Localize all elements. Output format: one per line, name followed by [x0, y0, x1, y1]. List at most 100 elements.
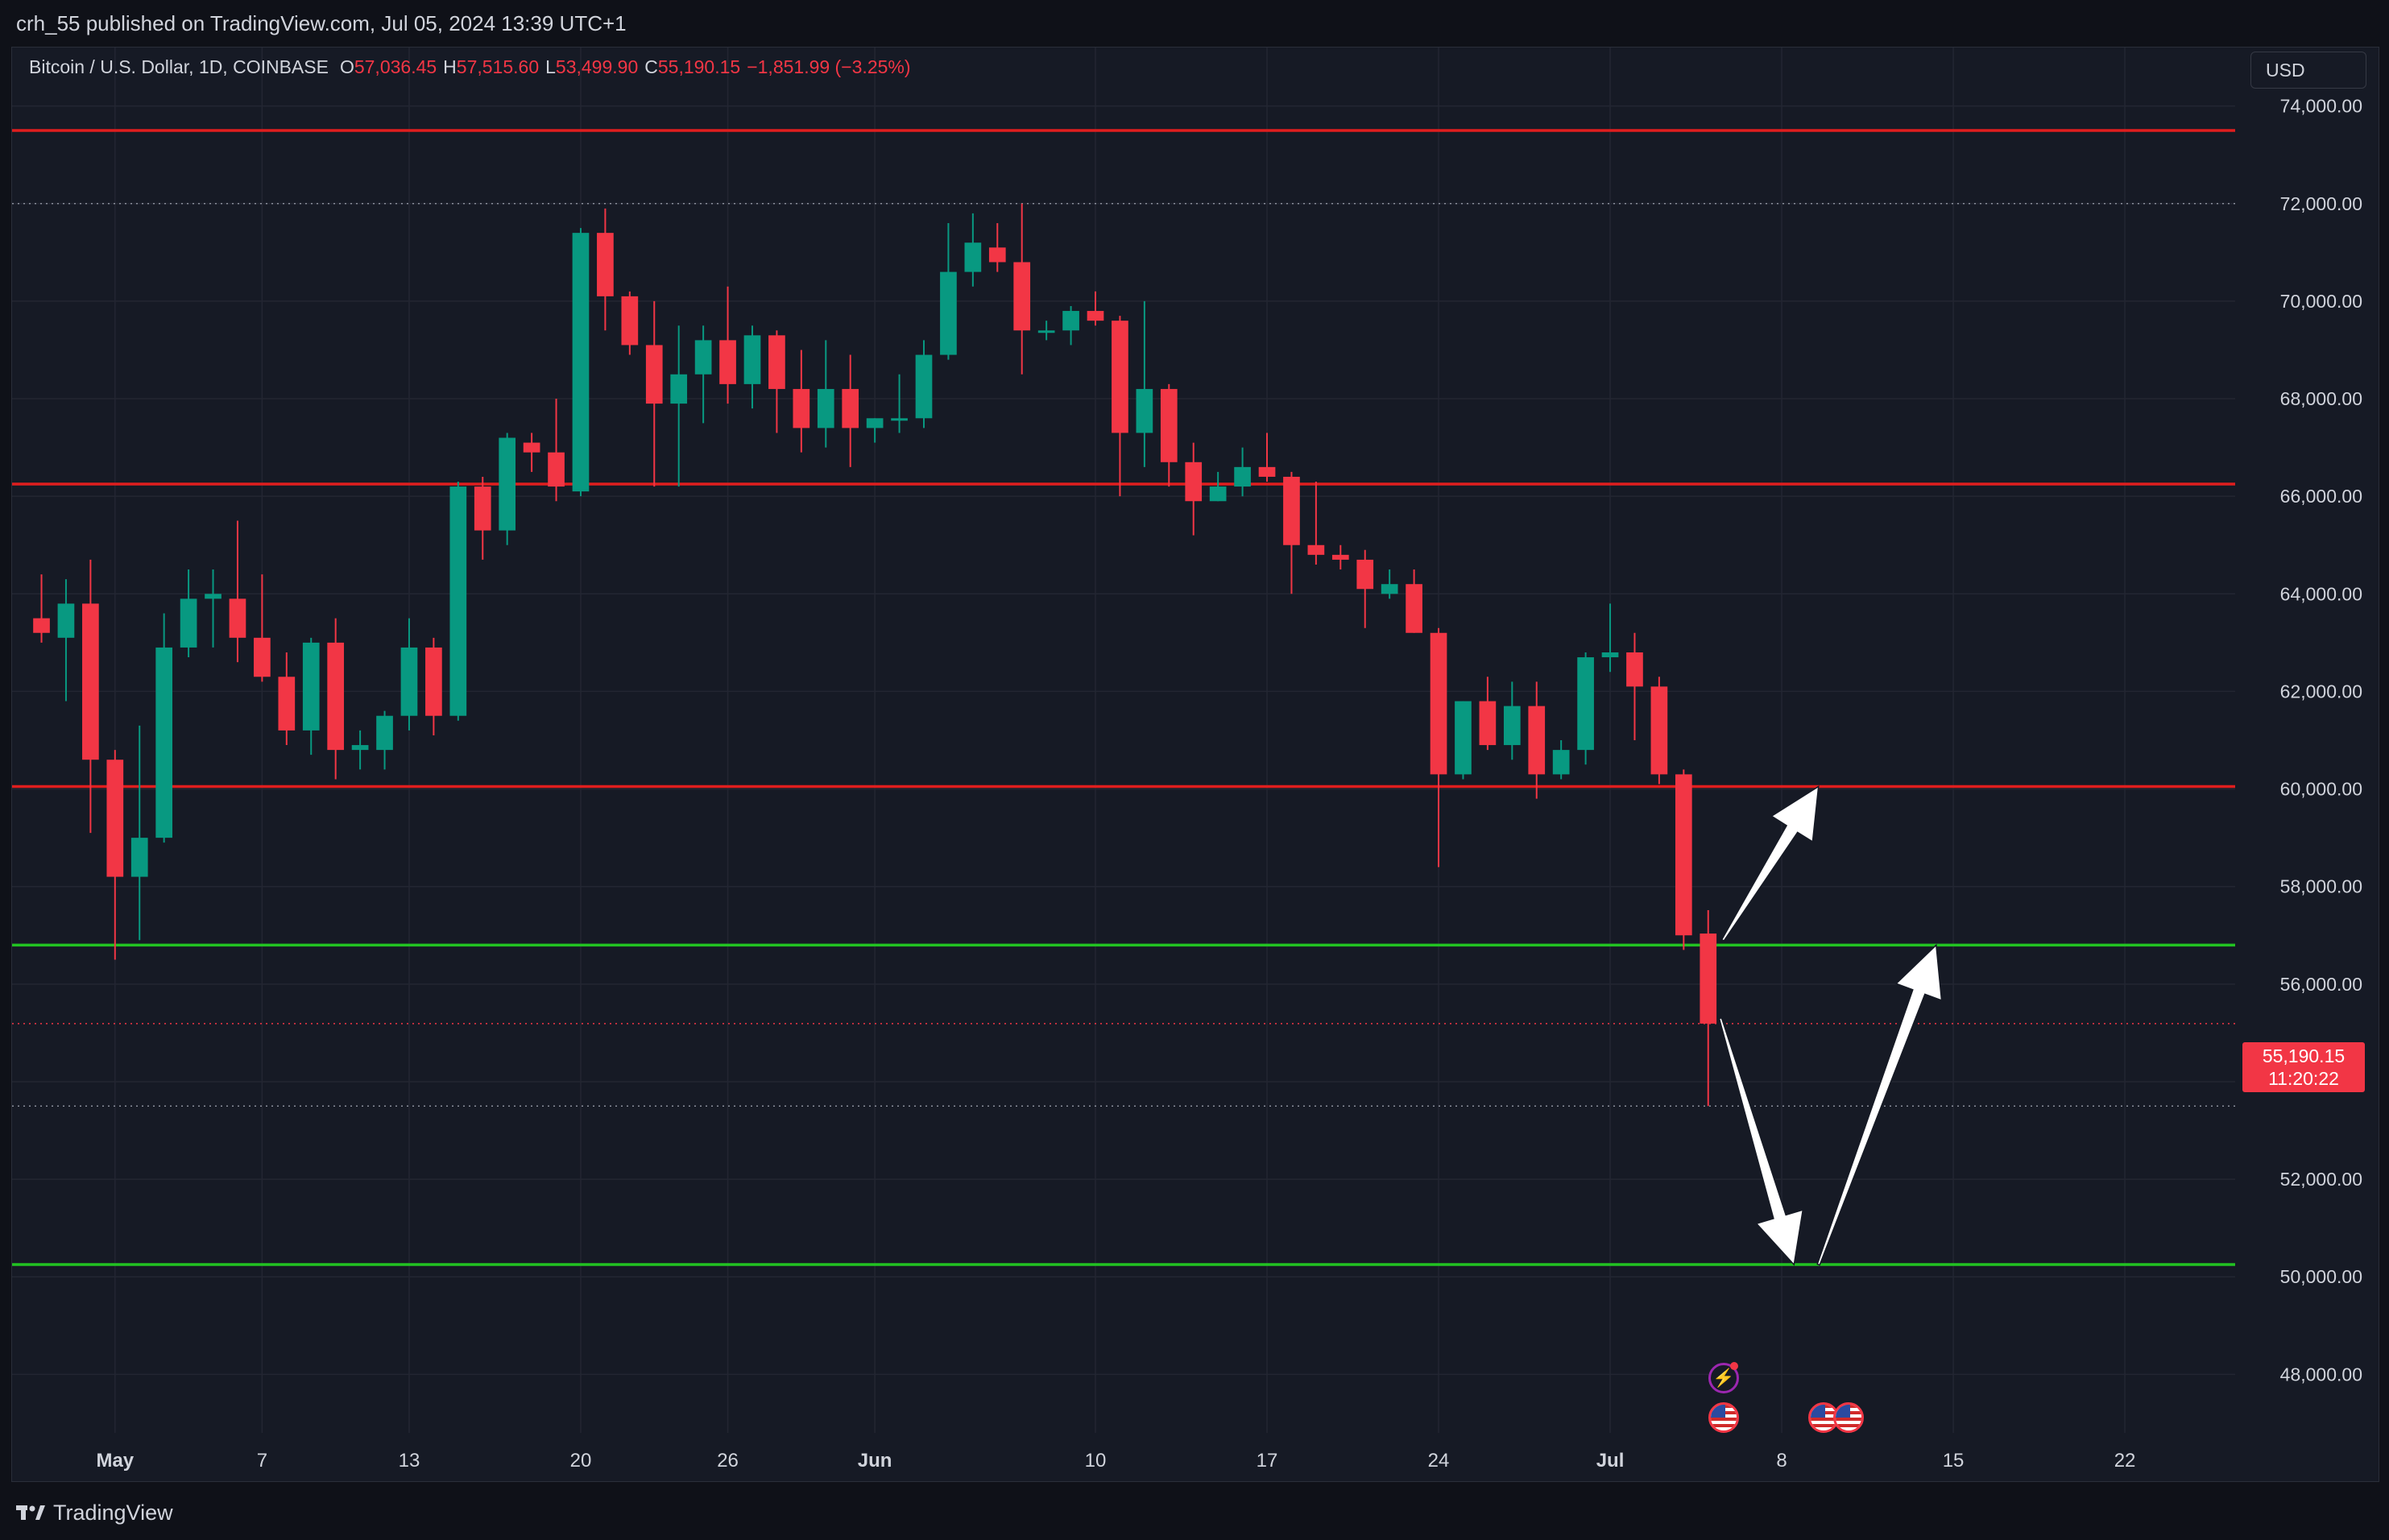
candle [254, 574, 271, 682]
candle-body [1356, 559, 1374, 590]
candle [842, 354, 859, 467]
us-flag-icon[interactable] [1833, 1402, 1864, 1433]
price-tick-label: 70,000.00 [2280, 291, 2362, 312]
publish-info: crh_55 published on TradingView.com, Jul… [16, 10, 627, 35]
candle [205, 569, 222, 648]
time-tick-label: 24 [1428, 1450, 1450, 1472]
price-tick-label: 64,000.00 [2280, 583, 2362, 604]
candle [1013, 203, 1031, 375]
candle [548, 399, 565, 502]
candle [130, 725, 148, 941]
lightning-icon[interactable]: ⚡ [1708, 1362, 1739, 1393]
price-tick-label: 68,000.00 [2280, 388, 2362, 409]
time-tick-label: May [96, 1450, 134, 1472]
candle [645, 300, 663, 487]
low-label: L [545, 56, 556, 77]
candle-body [474, 486, 491, 531]
candle [1430, 627, 1447, 867]
high-label: H [443, 56, 457, 77]
candle-body [743, 335, 761, 384]
us-flag-icon[interactable] [1708, 1402, 1739, 1433]
candle [1503, 681, 1521, 760]
candle [1700, 910, 1717, 1107]
candle [523, 433, 540, 472]
candle-body [940, 271, 957, 355]
footer: TradingView [16, 1490, 173, 1535]
candle-body [106, 760, 124, 877]
time-tick-label: 22 [2114, 1450, 2136, 1472]
candle-body [597, 233, 614, 296]
candlestick-chart[interactable]: 48,000.0050,000.0052,000.0054,000.0056,0… [12, 48, 2380, 1483]
candle-body [180, 598, 197, 648]
candle [1258, 433, 1276, 482]
candle-body [964, 242, 982, 272]
candle [1650, 677, 1668, 784]
candle-body [1160, 388, 1178, 462]
price-tick-label: 60,000.00 [2280, 779, 2362, 800]
candle-body [1552, 750, 1570, 775]
candle-body [572, 233, 590, 492]
candle-body [229, 598, 246, 638]
candle-body [1087, 311, 1104, 321]
candle [964, 213, 982, 287]
candle [425, 637, 442, 735]
candle [1209, 471, 1227, 502]
time-tick-label: 26 [717, 1450, 739, 1472]
candle-body [1037, 330, 1055, 333]
candle [1479, 677, 1497, 751]
candle [351, 730, 369, 770]
candle-body [670, 374, 688, 404]
candle [1234, 447, 1251, 497]
candle [1331, 544, 1349, 570]
candle [915, 340, 933, 428]
candle [597, 208, 614, 331]
candles [33, 203, 1717, 1107]
chart-frame[interactable]: 48,000.0050,000.0052,000.0054,000.0056,0… [11, 47, 2379, 1482]
notification-dot [1730, 1362, 1738, 1370]
candle [1675, 769, 1692, 950]
time-tick-label: 7 [257, 1450, 267, 1472]
projection-arrow [1720, 785, 1820, 942]
candle-body [1112, 321, 1128, 433]
candle [1087, 291, 1104, 326]
candle [57, 579, 75, 702]
candle-body [866, 418, 884, 428]
close-value: 55,190.15 [657, 56, 741, 77]
candle-body [1283, 476, 1300, 545]
candle-body [82, 603, 99, 760]
change-value: −1,851.99 (−3.25%) [747, 56, 911, 77]
candle-body [523, 442, 540, 453]
candle [793, 350, 810, 453]
candle-body [793, 388, 810, 428]
candle [474, 476, 491, 560]
grid [12, 48, 2235, 1433]
candle-body [254, 637, 271, 677]
low-value: 53,499.90 [555, 56, 639, 77]
symbol-name[interactable]: Bitcoin / U.S. Dollar, 1D, COINBASE [29, 56, 329, 77]
open-label: O [339, 56, 354, 77]
candle [1307, 482, 1325, 565]
time-tick-label: 10 [1085, 1450, 1107, 1472]
price-tick-label: 72,000.00 [2280, 193, 2362, 214]
time-tick-label: Jul [1596, 1450, 1625, 1472]
candle [1283, 471, 1300, 594]
candle [1356, 549, 1374, 628]
candle [743, 325, 761, 409]
candle-body [817, 388, 834, 428]
candle [1160, 383, 1178, 487]
candle-body [1503, 706, 1521, 746]
currency-button[interactable]: USD [2250, 52, 2366, 89]
candle [1455, 701, 1472, 780]
tradingview-logo-icon[interactable] [16, 1504, 45, 1521]
candle [229, 520, 246, 663]
candle-body [842, 388, 859, 428]
candle-body [1209, 486, 1227, 502]
projection-arrow [1718, 1016, 1804, 1266]
candle [499, 433, 516, 545]
candle-body [1675, 774, 1692, 936]
footer-brand[interactable]: TradingView [53, 1500, 173, 1525]
candle [1577, 652, 1594, 765]
candle [327, 618, 345, 780]
candle-body [1479, 701, 1497, 746]
price-tick-label: 52,000.00 [2280, 1169, 2362, 1190]
